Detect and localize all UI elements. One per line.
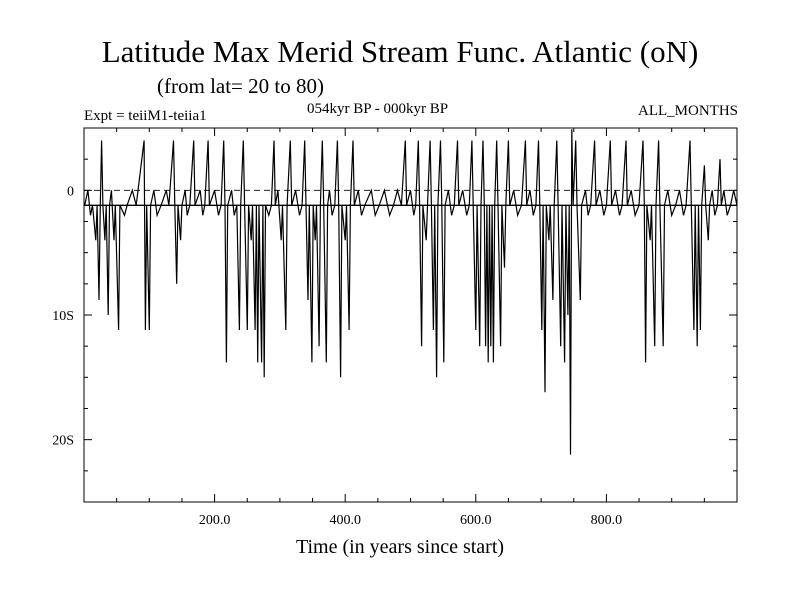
- chart-subtitle: (from lat= 20 to 80): [157, 74, 324, 98]
- plot-frame: [83, 127, 738, 503]
- y-tick-label: 10S: [52, 309, 74, 324]
- y-tick-label: 0: [67, 184, 74, 199]
- chart-title: Latitude Max Merid Stream Func. Atlantic…: [101, 34, 699, 69]
- series-line-0: [84, 129, 738, 455]
- y-tick-label: 20S: [52, 434, 74, 449]
- x-tick-label: 600.0: [460, 513, 492, 528]
- x-tick-label: 800.0: [591, 513, 623, 528]
- x-axis-label: Time (in years since start): [295, 536, 505, 558]
- x-tick-label: 400.0: [329, 513, 361, 528]
- experiment-label: Expt = teiiM1-teiia1: [84, 108, 207, 124]
- x-tick-label: 200.0: [199, 513, 231, 528]
- period-label: 054kyr BP - 000kyr BP: [307, 101, 449, 117]
- months-label: ALL_MONTHS: [638, 103, 738, 119]
